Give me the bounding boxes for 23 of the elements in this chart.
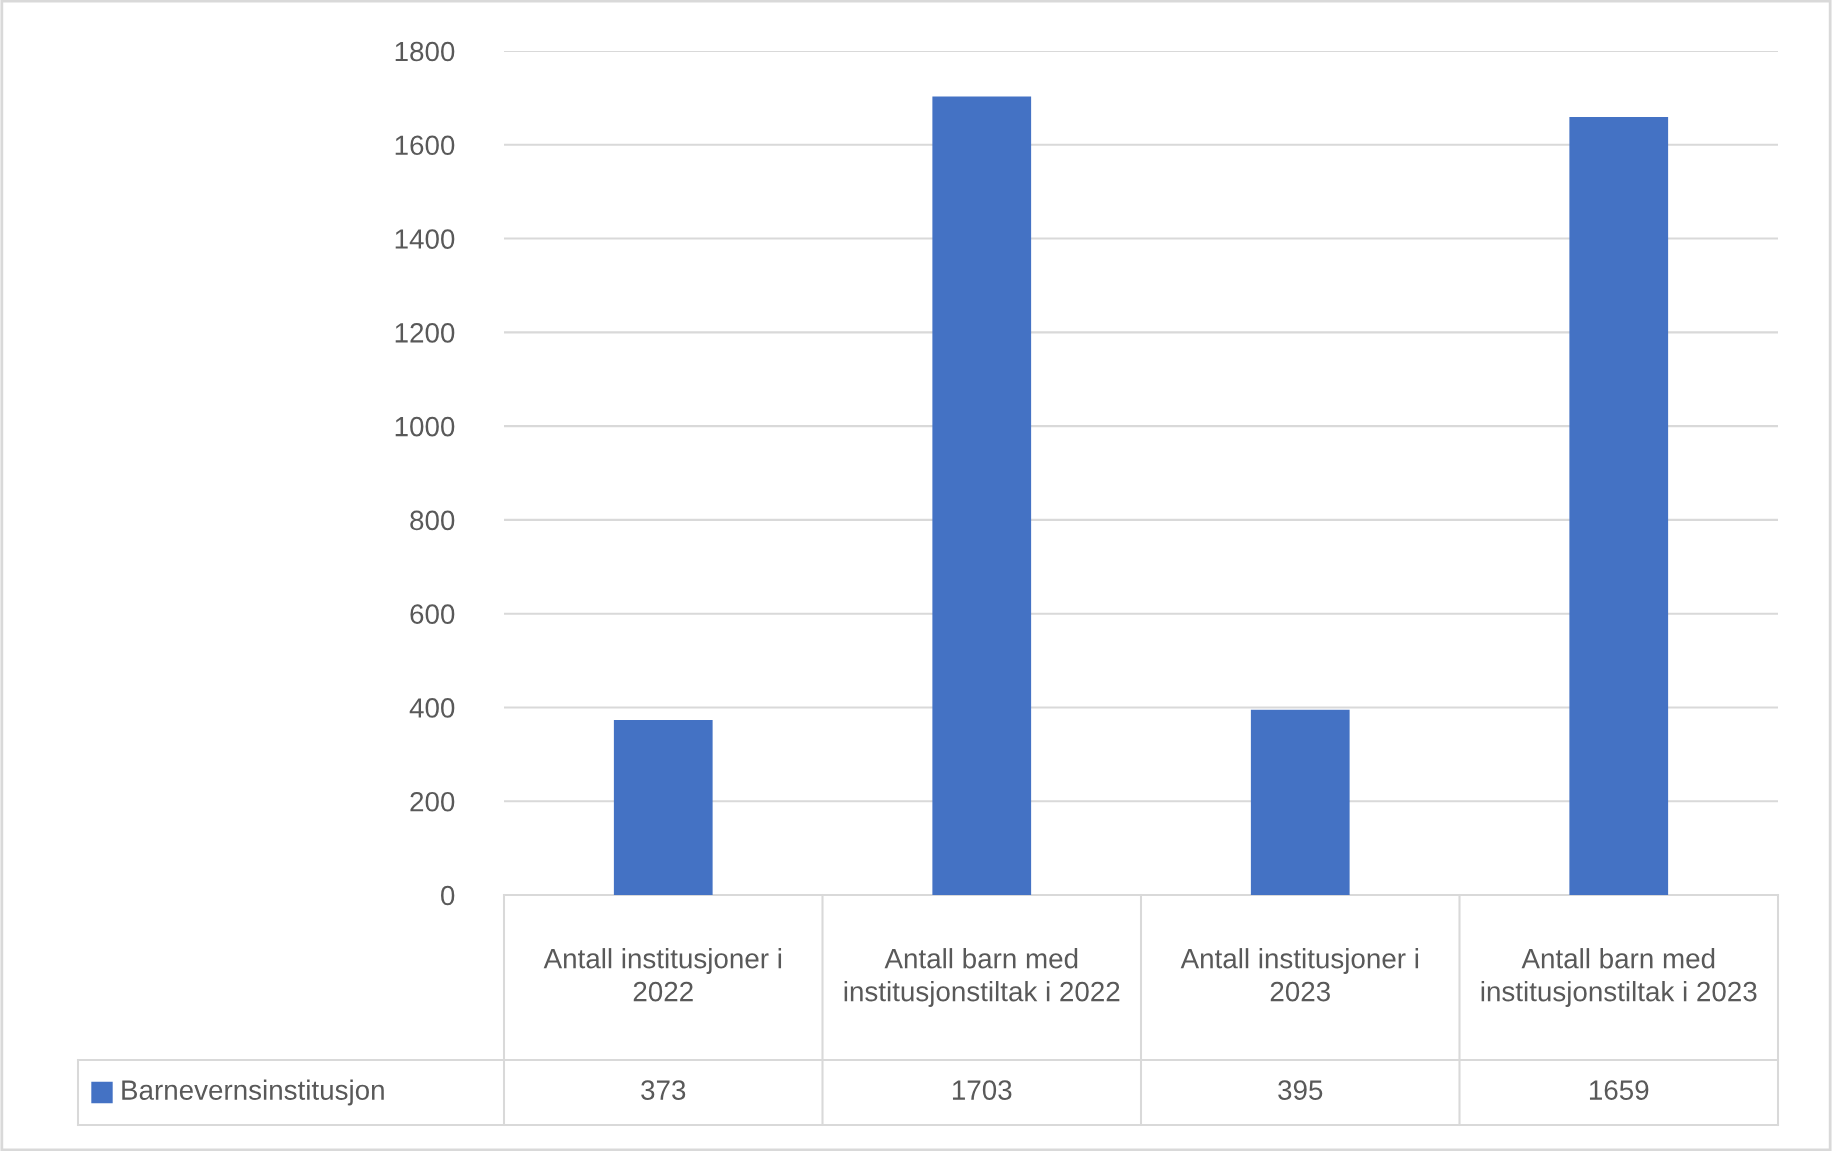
data-label: 373: [641, 1080, 686, 1100]
y-tick-label: 1800: [395, 41, 455, 62]
y-tick-label: 1600: [395, 135, 455, 156]
x-tick-label: Antall barn med institusjonstiltak i 2023: [1481, 948, 1757, 1007]
bar: [613, 720, 713, 895]
y-tick-label: 600: [410, 604, 455, 625]
y-tick-label: 1000: [395, 416, 455, 437]
legend-label: Barnevernsinstitusjon: [122, 1079, 384, 1106]
y-tick-label: 1400: [395, 229, 455, 249]
y-tick-label: 400: [409, 698, 455, 718]
bar: [1569, 117, 1669, 895]
bar: [1250, 709, 1350, 895]
x-tick-label: Antall barn med institusjonstiltak i 2022: [844, 948, 1120, 1007]
x-tick-label: Antall institusjoner i 2023: [1180, 948, 1419, 1002]
y-tick-label: 200: [410, 791, 455, 812]
y-tick-label: 800: [410, 510, 455, 531]
data-label: 395: [1278, 1080, 1323, 1100]
y-tick-label: 0: [441, 885, 455, 906]
x-tick-label: Antall institusjoner i 2022: [543, 948, 782, 1002]
data-label: 1659: [1589, 1080, 1649, 1100]
y-tick-label: 1200: [395, 323, 455, 343]
bar: [932, 96, 1032, 895]
data-label: 1703: [952, 1080, 1012, 1100]
